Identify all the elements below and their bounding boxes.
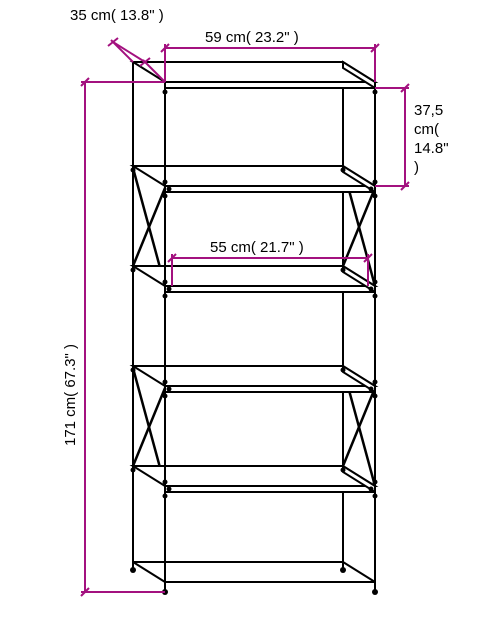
dim-top-gap-label-l2: cm(: [414, 121, 439, 138]
shelf-unit: [130, 62, 378, 595]
dim-top-gap: 37,5 cm( 14.8" ): [375, 84, 449, 190]
diagram-canvas: 35 cm( 13.8" ) 59 cm( 23.2" ) 37,5 cm( 1…: [0, 0, 500, 641]
dim-top-gap-label-l3: 14.8": [414, 140, 449, 157]
dim-width-label: 59 cm( 23.2" ): [205, 29, 299, 46]
dim-depth-label: 35 cm( 13.8" ): [70, 7, 164, 24]
dim-inner-width-label: 55 cm( 21.7" ): [210, 239, 304, 256]
shelf-1: [133, 62, 375, 88]
dim-top-gap-label-l4: ): [414, 159, 419, 176]
dim-height-label: 171 cm( 67.3" ): [62, 344, 79, 446]
bolts: [131, 90, 378, 499]
dim-top-gap-label-l1: 37,5: [414, 102, 443, 119]
dim-height: 171 cm( 67.3" ): [62, 78, 165, 596]
